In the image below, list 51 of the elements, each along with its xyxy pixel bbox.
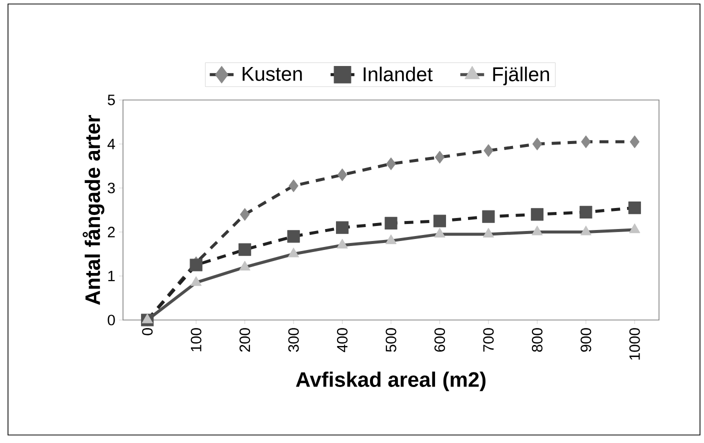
y-axis-title: Antal fångade arter [82, 115, 104, 305]
point [580, 206, 592, 219]
x-tick-label: 700 [483, 328, 494, 352]
x-tick-label: 1000 [629, 328, 640, 360]
point [238, 243, 252, 256]
x-tick-label: 300 [288, 328, 299, 352]
y-tick-label: 2 [108, 226, 115, 238]
legend-label: Fjällen [493, 66, 549, 86]
x-tick-label: 100 [190, 328, 202, 352]
point [580, 226, 592, 236]
point [434, 150, 445, 164]
point [532, 138, 542, 150]
y-tick-label: 4 [108, 138, 116, 150]
point [386, 234, 396, 244]
point [433, 214, 446, 228]
legend-label: Kusten [242, 67, 302, 81]
point [484, 144, 494, 157]
x-tick-label: 800 [532, 328, 542, 352]
x-axis-title: Avfiskad areal (m2) [296, 372, 486, 392]
point [384, 216, 398, 230]
y-tick-label: 1 [108, 270, 115, 282]
point [288, 248, 300, 258]
x-tick-label: 500 [386, 328, 396, 352]
point [287, 230, 300, 243]
point [530, 208, 544, 221]
x-tick-label: 600 [434, 328, 446, 352]
x-tick-label: 200 [240, 328, 250, 352]
point [629, 224, 640, 234]
point [336, 238, 348, 248]
x-tick-label: 900 [580, 328, 592, 352]
point [240, 208, 250, 221]
point [482, 210, 495, 223]
point [434, 228, 446, 238]
point [482, 228, 494, 238]
x-tick-label: 0 [142, 328, 153, 336]
point [142, 314, 153, 324]
point [288, 180, 298, 192]
point [532, 226, 543, 236]
point [337, 168, 348, 182]
y-tick-label: 5 [108, 94, 115, 106]
point [630, 136, 640, 148]
point [386, 158, 396, 170]
y-tick-label: 0 [108, 314, 115, 326]
point [336, 221, 349, 234]
x-tick-label: 400 [336, 328, 348, 352]
point [239, 260, 250, 270]
point [581, 136, 591, 148]
point [190, 276, 202, 286]
y-tick-label: 3 [108, 182, 115, 194]
point [628, 202, 641, 214]
legend-label: Inlandet [364, 66, 433, 82]
